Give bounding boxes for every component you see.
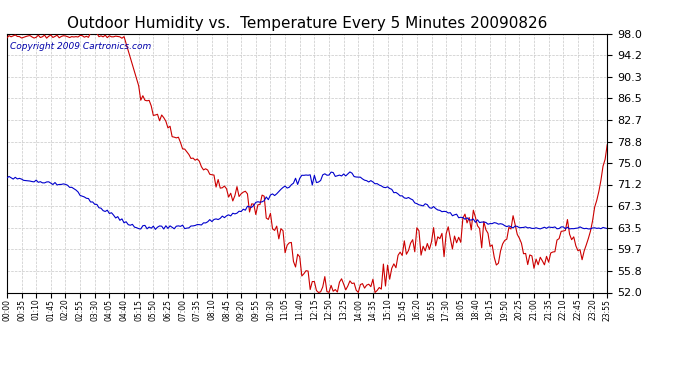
Title: Outdoor Humidity vs.  Temperature Every 5 Minutes 20090826: Outdoor Humidity vs. Temperature Every 5… bbox=[67, 16, 547, 31]
Text: Copyright 2009 Cartronics.com: Copyright 2009 Cartronics.com bbox=[10, 42, 151, 51]
